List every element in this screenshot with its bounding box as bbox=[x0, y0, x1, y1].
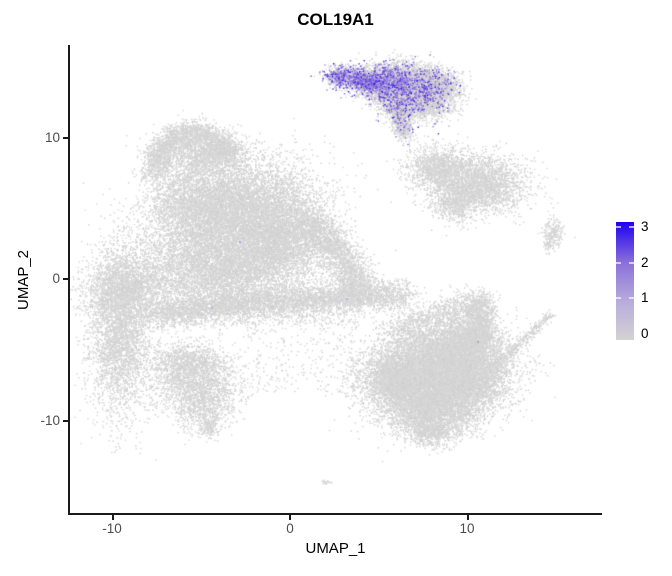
colorbar-tick bbox=[616, 262, 621, 264]
y-tick-mark bbox=[63, 420, 68, 422]
y-tick-mark bbox=[63, 137, 68, 139]
colorbar-tick bbox=[629, 262, 634, 264]
y-tick-label: -10 bbox=[40, 413, 60, 428]
x-axis-title: UMAP_1 bbox=[305, 540, 366, 557]
x-tick-mark bbox=[112, 515, 114, 520]
colorbar-tick-label: 0 bbox=[641, 326, 649, 341]
expression-colorbar bbox=[616, 222, 634, 340]
colorbar-tick bbox=[616, 297, 621, 299]
y-tick-mark bbox=[63, 278, 68, 280]
colorbar-tick-label: 2 bbox=[641, 255, 649, 270]
colorbar-tick bbox=[616, 226, 621, 228]
colorbar-tick bbox=[629, 226, 634, 228]
x-tick-mark bbox=[467, 515, 469, 520]
y-axis-line bbox=[68, 45, 70, 514]
x-tick-label: 0 bbox=[286, 521, 294, 536]
y-tick-label: 0 bbox=[52, 271, 60, 286]
y-axis-title: UMAP_2 bbox=[15, 249, 32, 311]
x-axis-line bbox=[68, 513, 602, 515]
colorbar-tick-label: 1 bbox=[641, 290, 649, 305]
x-tick-mark bbox=[289, 515, 291, 520]
x-tick-label: 10 bbox=[459, 521, 475, 536]
colorbar-tick-label: 3 bbox=[641, 219, 649, 234]
plot-title: COL19A1 bbox=[297, 10, 374, 29]
umap-point-cloud bbox=[69, 45, 602, 514]
colorbar-tick bbox=[629, 297, 634, 299]
x-tick-label: -10 bbox=[102, 521, 122, 536]
y-tick-label: 10 bbox=[44, 130, 60, 145]
